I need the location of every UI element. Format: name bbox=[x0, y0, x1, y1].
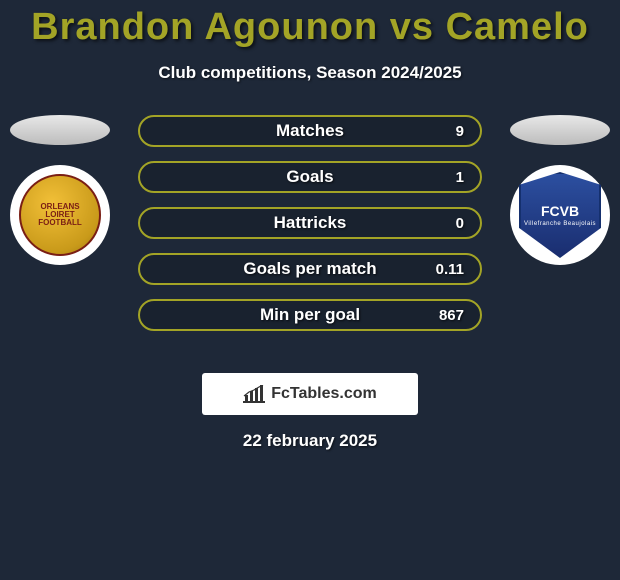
orleans-text-3: FOOTBALL bbox=[38, 219, 82, 227]
club-logo-right: FCVB Villefranche Beaujolais bbox=[510, 165, 610, 265]
stat-value: 0 bbox=[456, 215, 464, 232]
stat-value: 867 bbox=[439, 307, 464, 324]
fcvb-badge: FCVB Villefranche Beaujolais bbox=[519, 172, 601, 258]
comparison-area: ORLEANS LOIRET FOOTBALL FCVB Villefranch… bbox=[0, 115, 620, 355]
stat-row: Goals per match 0.11 bbox=[138, 253, 482, 285]
stat-row: Hattricks 0 bbox=[138, 207, 482, 239]
attribution-text: FcTables.com bbox=[271, 385, 377, 403]
orleans-badge: ORLEANS LOIRET FOOTBALL bbox=[19, 174, 101, 256]
club-logo-left: ORLEANS LOIRET FOOTBALL bbox=[10, 165, 110, 265]
bar-chart-icon bbox=[243, 385, 265, 403]
stats-list: Matches 9 Goals 1 Hattricks 0 Goals per match 0… bbox=[138, 115, 482, 345]
player-head-right bbox=[510, 115, 610, 145]
player-head-left bbox=[10, 115, 110, 145]
attribution-badge: FcTables.com bbox=[202, 373, 418, 415]
stat-label: Hattricks bbox=[274, 213, 347, 233]
footer-date: 22 february 2025 bbox=[0, 431, 620, 451]
stat-value: 1 bbox=[456, 169, 464, 186]
page-title: Brandon Agounon vs Camelo bbox=[0, 0, 620, 49]
stat-value: 0.11 bbox=[436, 261, 464, 278]
stat-value: 9 bbox=[456, 123, 464, 140]
stat-label: Goals bbox=[286, 167, 333, 187]
stat-row: Min per goal 867 bbox=[138, 299, 482, 331]
stat-label: Goals per match bbox=[243, 259, 376, 279]
stat-label: Matches bbox=[276, 121, 344, 141]
stat-label: Min per goal bbox=[260, 305, 360, 325]
page-subtitle: Club competitions, Season 2024/2025 bbox=[0, 63, 620, 83]
fcvb-abbr: FCVB bbox=[541, 203, 579, 219]
fcvb-sub: Villefranche Beaujolais bbox=[524, 221, 596, 227]
stat-row: Goals 1 bbox=[138, 161, 482, 193]
stat-row: Matches 9 bbox=[138, 115, 482, 147]
